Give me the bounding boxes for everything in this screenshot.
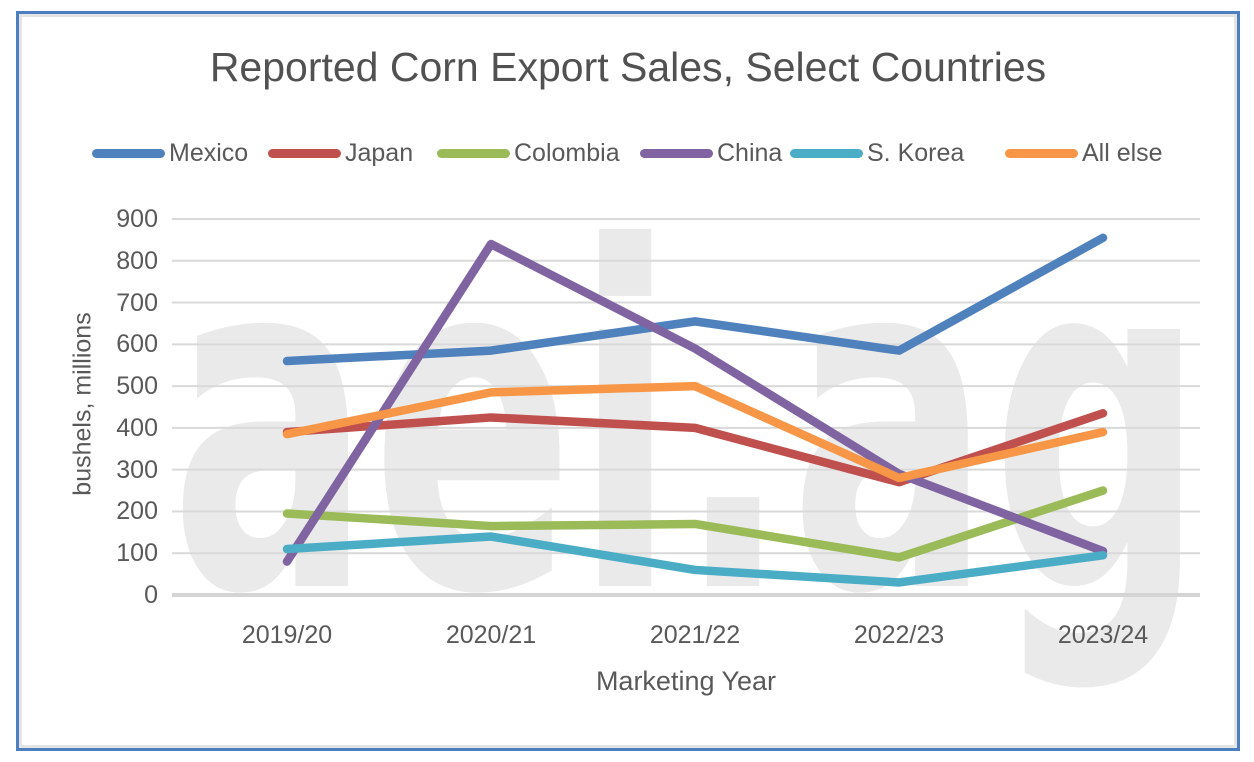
legend-item-china: China	[640, 138, 782, 168]
x-tick-2019-20: 2019/20	[241, 621, 333, 649]
x-axis-title: Marketing Year	[595, 666, 777, 696]
y-axis-title: bushels, millions	[68, 312, 97, 496]
x-tick-2023-24: 2023/24	[1057, 621, 1149, 649]
series-line-colombia	[282, 486, 1108, 562]
series-line-china	[282, 239, 1108, 566]
y-tick-100: 100	[116, 539, 158, 568]
legend: Mexico Japan Colombia China S. Korea All else	[0, 138, 1254, 168]
y-tick-500: 500	[116, 372, 158, 401]
legend-swatch-china	[640, 148, 713, 158]
legend-label-china: China	[717, 138, 783, 167]
legend-swatch-japan	[268, 148, 341, 158]
series-line-s-korea	[282, 532, 1108, 587]
legend-label-japan: Japan	[345, 138, 414, 167]
series-line-all-else	[282, 381, 1108, 483]
chart-frame	[16, 11, 1240, 751]
legend-label-s-korea: S. Korea	[867, 138, 965, 167]
legend-item-japan: Japan	[268, 138, 413, 168]
x-tick-2020-21: 2020/21	[445, 621, 537, 649]
legend-swatch-mexico	[92, 148, 165, 158]
legend-swatch-s-korea	[790, 148, 863, 158]
y-tick-200: 200	[116, 497, 158, 526]
y-tick-700: 700	[116, 288, 158, 317]
chart-title: Reported Corn Export Sales, Select Count…	[209, 44, 1047, 90]
x-tick-2022-23: 2022/23	[853, 621, 945, 649]
y-tick-900: 900	[116, 205, 158, 233]
y-tick-300: 300	[116, 455, 158, 484]
legend-swatch-colombia	[437, 148, 510, 158]
legend-label-colombia: Colombia	[514, 138, 620, 167]
legend-item-s-korea: S. Korea	[790, 138, 964, 168]
legend-label-all-else: All else	[1082, 138, 1163, 167]
y-tick-600: 600	[116, 330, 158, 359]
x-tick-2021-22: 2021/22	[649, 621, 741, 649]
legend-item-mexico: Mexico	[92, 138, 248, 168]
legend-item-colombia: Colombia	[437, 138, 620, 168]
y-tick-400: 400	[116, 413, 158, 442]
legend-swatch-all-else	[1005, 148, 1078, 158]
y-tick-800: 800	[116, 246, 158, 275]
legend-item-all-else: All else	[1005, 138, 1163, 168]
y-tick-0: 0	[144, 581, 158, 609]
legend-label-mexico: Mexico	[169, 138, 249, 167]
